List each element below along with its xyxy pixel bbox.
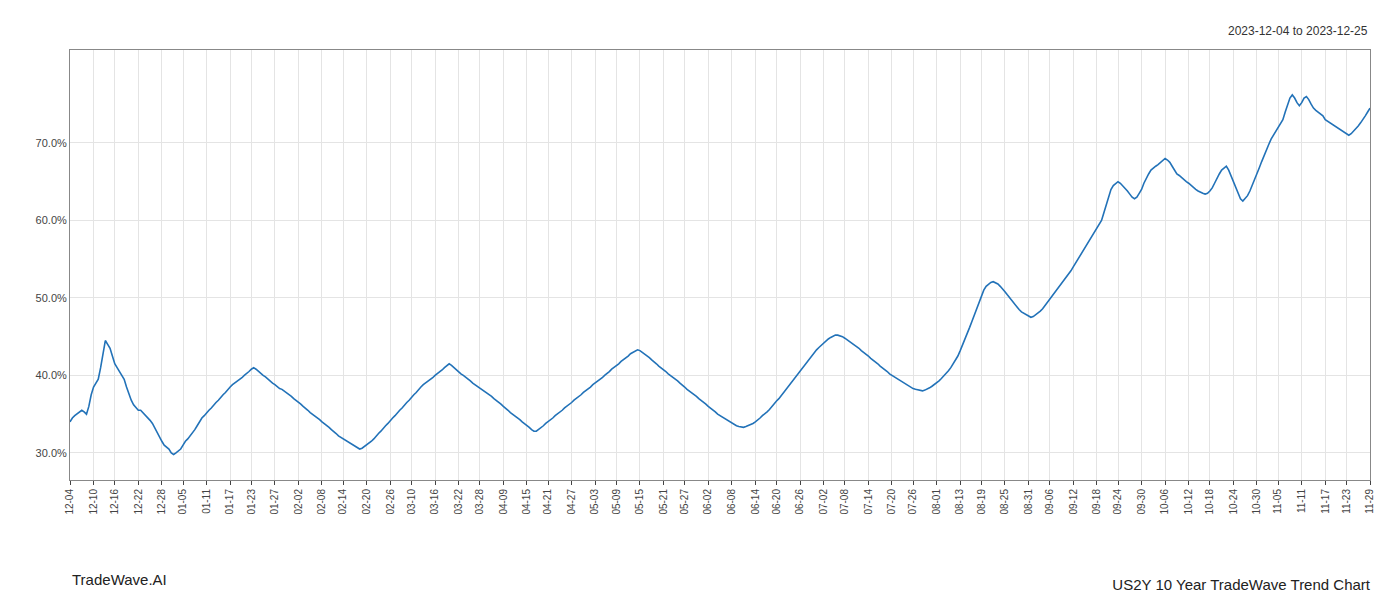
svg-text:08-13: 08-13 [954,489,965,515]
svg-text:70.0%: 70.0% [36,137,67,149]
svg-text:30.0%: 30.0% [36,447,67,459]
svg-text:01-23: 01-23 [246,489,257,515]
svg-text:04-15: 04-15 [521,489,532,515]
svg-text:08-01: 08-01 [931,489,942,515]
svg-text:04-21: 04-21 [542,489,553,515]
svg-text:US2Y 10 Year TradeWave Trend C: US2Y 10 Year TradeWave Trend Chart [1112,576,1370,593]
svg-text:09-18: 09-18 [1091,489,1102,515]
svg-text:07-26: 07-26 [907,489,918,515]
svg-text:02-26: 02-26 [385,489,396,515]
svg-text:03-28: 03-28 [474,489,485,515]
svg-text:07-20: 07-20 [886,489,897,515]
svg-text:12-22: 12-22 [133,489,144,515]
svg-text:10-06: 10-06 [1159,489,1170,515]
svg-text:09-24: 09-24 [1112,489,1123,515]
svg-text:02-08: 02-08 [316,489,327,515]
svg-text:04-09: 04-09 [498,489,509,515]
svg-text:01-11: 01-11 [201,489,212,514]
svg-text:02-20: 02-20 [361,489,372,515]
svg-text:07-08: 07-08 [839,489,850,515]
svg-text:05-21: 05-21 [658,489,669,515]
svg-text:08-25: 08-25 [999,489,1010,515]
svg-text:11-23: 11-23 [1341,489,1352,514]
svg-text:11-11: 11-11 [1296,489,1307,514]
svg-text:09-30: 09-30 [1136,489,1147,515]
svg-text:40.0%: 40.0% [36,369,67,381]
svg-text:01-17: 01-17 [224,489,235,515]
svg-text:60.0%: 60.0% [36,214,67,226]
svg-text:12-04: 12-04 [64,489,75,515]
svg-text:12-28: 12-28 [156,489,167,515]
svg-text:10-18: 10-18 [1204,489,1215,515]
svg-text:07-14: 07-14 [863,489,874,515]
svg-text:05-03: 05-03 [589,489,600,515]
svg-text:07-02: 07-02 [818,489,829,515]
svg-text:11-17: 11-17 [1320,489,1331,514]
svg-text:2023-12-04 to 2023-12-25: 2023-12-04 to 2023-12-25 [1228,24,1368,38]
svg-text:09-06: 09-06 [1044,489,1055,515]
svg-text:06-20: 06-20 [771,489,782,515]
svg-text:03-16: 03-16 [429,489,440,515]
svg-text:10-30: 10-30 [1251,489,1262,515]
svg-text:12-10: 12-10 [88,489,99,515]
svg-text:04-27: 04-27 [566,489,577,515]
svg-text:08-19: 08-19 [976,489,987,515]
svg-text:11-05: 11-05 [1272,489,1283,514]
svg-text:11-29: 11-29 [1364,489,1375,514]
svg-text:50.0%: 50.0% [36,292,67,304]
svg-text:10-12: 10-12 [1183,489,1194,515]
svg-text:06-08: 06-08 [726,489,737,515]
svg-text:06-02: 06-02 [702,489,713,515]
svg-text:05-15: 05-15 [634,489,645,515]
svg-text:09-12: 09-12 [1068,489,1079,515]
svg-text:02-02: 02-02 [293,489,304,515]
svg-text:03-10: 03-10 [406,489,417,515]
svg-text:05-27: 05-27 [679,489,690,515]
svg-text:06-26: 06-26 [794,489,805,515]
svg-text:06-14: 06-14 [750,489,761,515]
svg-text:01-27: 01-27 [269,489,280,515]
svg-text:03-22: 03-22 [453,489,464,515]
svg-text:TradeWave.AI: TradeWave.AI [72,571,167,588]
svg-text:01-05: 01-05 [177,489,188,515]
svg-text:10-24: 10-24 [1228,489,1239,515]
svg-text:12-16: 12-16 [109,489,120,515]
svg-text:05-09: 05-09 [611,489,622,515]
svg-text:02-14: 02-14 [337,489,348,515]
svg-text:08-31: 08-31 [1023,489,1034,515]
